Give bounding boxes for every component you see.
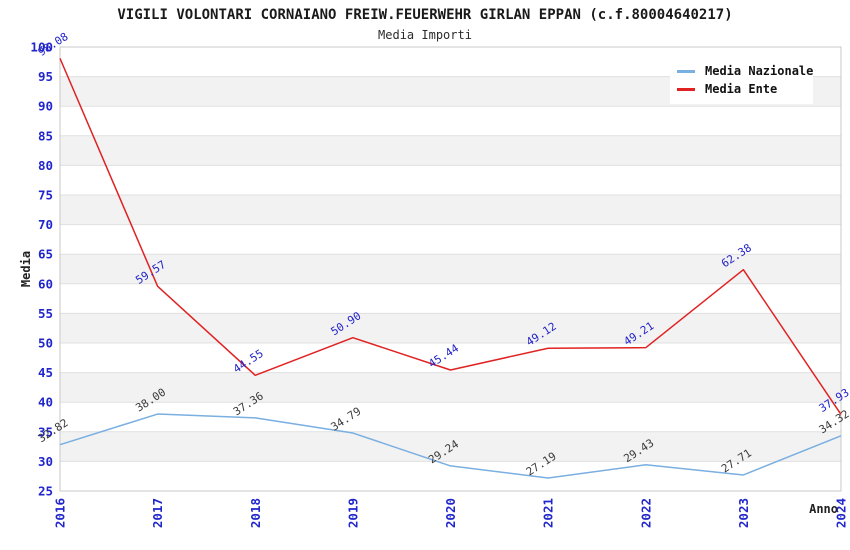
x-tick-label: 2020: [443, 498, 458, 528]
y-tick-label: 65: [38, 247, 53, 262]
grid-band: [60, 195, 841, 225]
media-nazionale-line-swatch: [677, 69, 695, 73]
x-tick-label: 2017: [150, 498, 165, 528]
y-tick-label: 40: [38, 395, 53, 410]
y-tick-label: 55: [38, 306, 53, 321]
grid-band: [60, 431, 841, 462]
x-tick-label: 2018: [248, 498, 263, 528]
data-label: 44.55: [231, 347, 266, 376]
data-label: 98.08: [36, 30, 71, 59]
y-axis-title: Media: [19, 250, 34, 288]
y-tick-label: 80: [38, 158, 53, 173]
legend-item-media-nazionale: Media Nazionale: [677, 62, 813, 80]
x-tick-label: 2016: [53, 498, 68, 528]
y-tick-label: 100: [30, 40, 53, 55]
y-tick-label: 60: [38, 276, 53, 291]
y-tick-label: 50: [38, 336, 53, 351]
y-tick-label: 45: [38, 365, 53, 380]
grid-band: [60, 135, 841, 166]
chart-title: VIGILI VOLONTARI CORNAIANO FREIW.FEUERWE…: [117, 7, 733, 23]
x-tick-label: 2023: [736, 498, 751, 528]
y-tick-label: 75: [38, 188, 53, 203]
legend: Media Nazionale Media Ente: [670, 57, 813, 104]
plot-border: [59, 46, 842, 492]
legend-label-media-nazionale: Media Nazionale: [705, 64, 814, 78]
media-ente-line: [59, 58, 842, 415]
x-tick-label: 2021: [541, 498, 556, 528]
media-nazionale-line: [59, 413, 842, 479]
y-tick-label: 30: [38, 454, 53, 469]
legend-item-media-ente: Media Ente: [677, 80, 813, 98]
x-tick-label: 2019: [345, 498, 360, 528]
grid-band: [60, 313, 841, 343]
y-tick-label: 90: [38, 99, 53, 114]
legend-label-media-ente: Media Ente: [705, 82, 778, 96]
media-ente-line-swatch: [677, 87, 695, 91]
y-tick-label: 85: [38, 128, 53, 143]
grid-band: [60, 254, 841, 284]
data-label: 45.44: [426, 341, 461, 370]
data-label: 34.79: [329, 405, 364, 434]
y-tick-label: 70: [38, 217, 53, 232]
y-tick-label: 95: [38, 69, 53, 84]
grid-band: [60, 372, 841, 403]
x-tick-label: 2022: [638, 498, 653, 528]
y-tick-label: 35: [38, 424, 53, 439]
y-tick-label: 25: [38, 484, 53, 499]
x-tick-label: 2024: [834, 498, 849, 528]
x-axis-title: Anno: [809, 502, 838, 516]
chart-subtitle: Media Importi: [378, 28, 472, 42]
